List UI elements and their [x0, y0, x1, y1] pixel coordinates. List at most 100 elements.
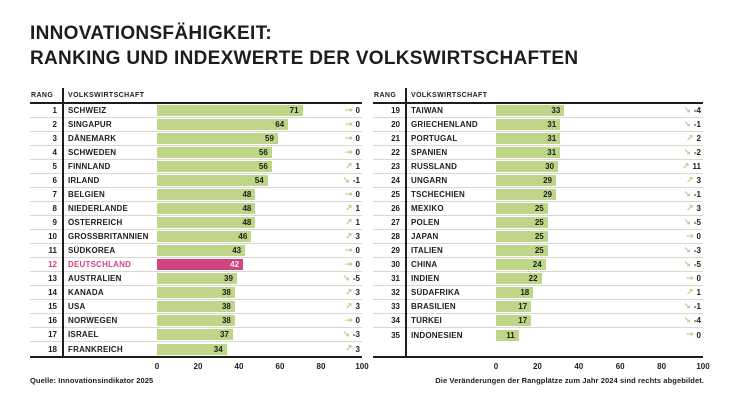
- rank-change: ↗ 1: [345, 216, 360, 230]
- arrow-right-icon: →: [345, 189, 353, 200]
- rank-cell: 8: [52, 204, 57, 213]
- bar-zone: 56 ↗ 1: [157, 160, 362, 174]
- bar-zone: 48 ↗ 1: [157, 202, 362, 216]
- table-header: RANG VOLKSWIRTSCHAFT: [30, 88, 362, 104]
- bar-zone: 59 → 0: [157, 132, 362, 146]
- arrow-right-icon: →: [345, 315, 353, 326]
- arrow-right-icon: →: [345, 119, 353, 130]
- axis-tick-label: 40: [574, 362, 584, 371]
- rank-change-value: 0: [355, 134, 360, 143]
- value-bar: 56: [157, 147, 272, 158]
- value-bar: 17: [496, 301, 532, 312]
- arrow-down-right-icon: ↘: [342, 329, 350, 340]
- arrow-up-right-icon: ↗: [345, 344, 353, 354]
- rank-change-value: 0: [355, 106, 360, 115]
- bar-value-label: 31: [547, 134, 557, 143]
- rank-cell: 15: [48, 302, 57, 311]
- rank-cell: 21: [391, 134, 400, 143]
- rank-cell: 18: [48, 344, 57, 354]
- table-row: 30 CHINA 24 ↘ -5: [373, 258, 703, 272]
- rank-change: → 0: [345, 118, 360, 132]
- rank-cell: 25: [391, 190, 400, 199]
- rank-cell: 7: [52, 190, 57, 199]
- value-bar: 59: [157, 133, 278, 144]
- bar-value-label: 25: [534, 204, 544, 213]
- country-label: NIEDERLANDE: [68, 204, 128, 213]
- bar-zone: 39 ↘ -5: [157, 272, 362, 286]
- rank-cell: 20: [391, 120, 400, 129]
- country-label: SCHWEDEN: [68, 148, 117, 157]
- country-label: USA: [68, 302, 86, 311]
- rank-change: ↗ 1: [345, 202, 360, 216]
- rank-change-value: 1: [355, 162, 360, 171]
- arrow-right-icon: →: [686, 330, 694, 340]
- bar-zone: 46 ↗ 3: [157, 230, 362, 244]
- table-row: 15 USA 38 ↗ 3: [30, 300, 362, 314]
- rank-change: ↗ 1: [345, 160, 360, 174]
- value-bar: 25: [496, 203, 548, 214]
- rank-change-value: -1: [352, 176, 360, 185]
- rank-cell: 23: [391, 162, 400, 171]
- bar-value-label: 11: [506, 330, 515, 340]
- rank-cell: 5: [52, 162, 57, 171]
- bar-zone: 42 → 0: [157, 258, 362, 272]
- rank-cell: 33: [391, 302, 400, 311]
- bar-value-label: 25: [534, 218, 544, 227]
- bar-value-label: 38: [221, 288, 231, 297]
- value-bar: 42: [157, 259, 244, 270]
- bar-zone: 48 → 0: [157, 188, 362, 202]
- value-bar: 18: [496, 287, 534, 298]
- bar-zone: 31 ↘ -2: [496, 146, 703, 160]
- rank-change-value: -4: [693, 316, 701, 325]
- table-row: 2 SINGAPUR 64 → 0: [30, 118, 362, 132]
- rank-change-value: 1: [355, 218, 360, 227]
- rank-change: ↘ -5: [342, 272, 360, 286]
- bar-value-label: 25: [534, 232, 544, 241]
- arrow-up-right-icon: ↗: [345, 203, 353, 214]
- axis-tick-label: 100: [355, 362, 369, 371]
- x-axis-right: 0 20 40 60 80 100: [494, 362, 710, 372]
- rank-change: → 0: [686, 272, 701, 286]
- arrow-right-icon: →: [686, 231, 694, 242]
- rank-change: ↗ 1: [686, 286, 701, 300]
- rank-cell: 17: [48, 330, 57, 339]
- value-bar: 22: [496, 273, 542, 284]
- bar-value-label: 59: [265, 134, 274, 143]
- country-label: FRANKREICH: [68, 344, 123, 354]
- value-bar: 48: [157, 203, 256, 214]
- table-row: 26 MEXIKO 25 ↗ 3: [373, 202, 703, 216]
- page-title-line2: RANKING UND INDEXWERTE DER VOLKSWIRTSCHA…: [30, 48, 579, 69]
- bar-value-label: 48: [242, 190, 252, 199]
- rank-change: ↘ -1: [683, 300, 701, 314]
- bar-value-label: 64: [275, 120, 285, 129]
- rank-change-value: 0: [355, 316, 360, 325]
- table-row: 16 NORWEGEN 38 → 0: [30, 314, 362, 328]
- rank-cell: 24: [391, 176, 400, 185]
- country-label: JAPAN: [411, 232, 439, 241]
- country-label: IRLAND: [68, 176, 100, 185]
- bar-zone: 38 → 0: [157, 314, 362, 328]
- bar-zone: 30 ↗ 11: [496, 160, 703, 174]
- country-label: KANADA: [68, 288, 104, 297]
- table-row: 9 ÖSTERREICH 48 ↗ 1: [30, 216, 362, 230]
- arrow-down-right-icon: ↘: [342, 273, 350, 284]
- value-bar: 25: [496, 245, 548, 256]
- arrow-up-right-icon: ↗: [681, 161, 690, 172]
- bar-value-label: 71: [289, 106, 299, 115]
- arrow-up-right-icon: ↗: [686, 203, 694, 214]
- arrow-right-icon: →: [345, 245, 353, 256]
- axis-tick-label: 40: [234, 362, 244, 371]
- table-row: 28 JAPAN 25 → 0: [373, 230, 703, 244]
- table-row: 6 IRLAND 54 ↘ -1: [30, 174, 362, 188]
- country-label: PORTUGAL: [411, 134, 458, 143]
- country-label: ITALIEN: [411, 246, 443, 255]
- table-row: 14 KANADA 38 ↗ 3: [30, 286, 362, 300]
- bar-zone: 25 ↘ -3: [496, 244, 703, 258]
- axis-tick-label: 20: [532, 362, 542, 371]
- rank-change: ↗ 2: [686, 132, 701, 146]
- country-label: BRASILIEN: [411, 302, 456, 311]
- bar-zone: 71 → 0: [157, 104, 362, 118]
- rank-change: ↘ -1: [342, 174, 360, 188]
- rank-change-value: -3: [352, 330, 360, 339]
- arrow-down-right-icon: ↘: [683, 217, 691, 228]
